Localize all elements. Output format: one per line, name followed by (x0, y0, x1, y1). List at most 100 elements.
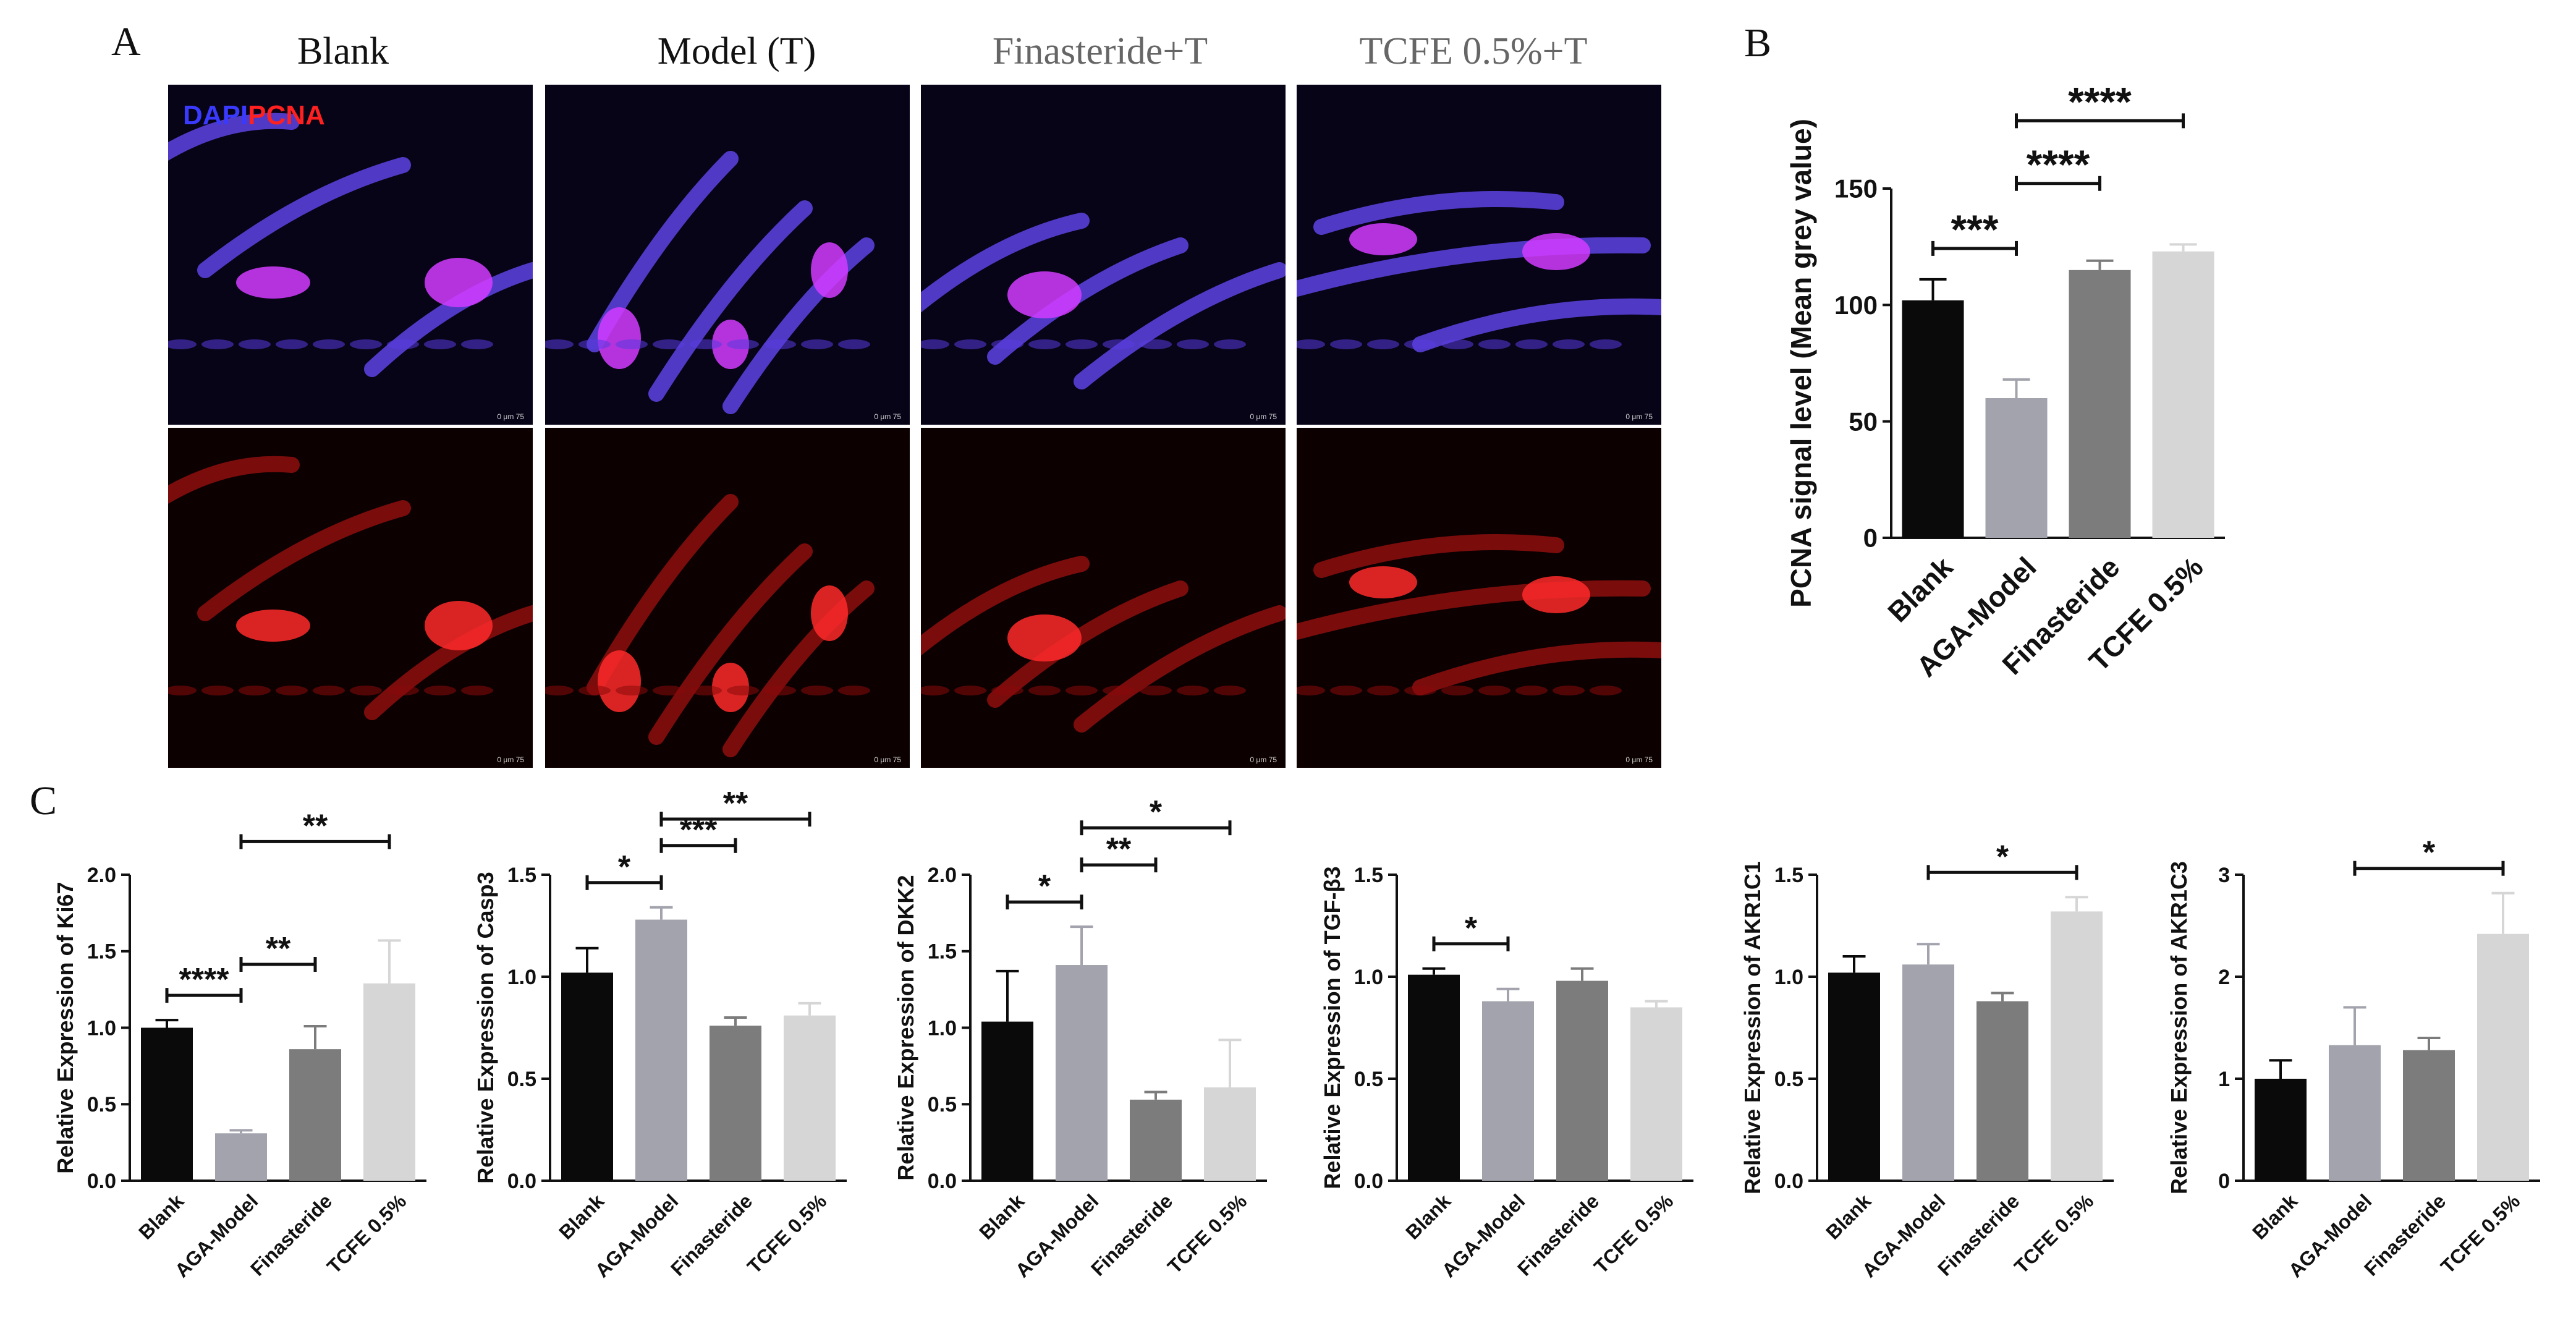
y-tick-label: 0.0 (928, 1170, 957, 1193)
y-tick-label: 2 (2218, 966, 2230, 989)
x-tick-label: Blank (1401, 1190, 1455, 1244)
bar-dkk2-2 (1056, 965, 1108, 1181)
significance-label: ** (1106, 831, 1132, 867)
pcna-micrograph-4: 0 μm 75 (1297, 428, 1661, 768)
y-tick-label: 0.5 (1774, 1068, 1803, 1091)
significance-label: ** (303, 808, 328, 844)
pcna-label: PCNA (248, 100, 325, 130)
significance-label: * (1038, 869, 1051, 904)
y-tick-label: 1.0 (507, 966, 536, 989)
bar-pcna-3 (2069, 270, 2131, 538)
x-tick-label: Blank (554, 1190, 608, 1244)
y-tick-label: 50 (1849, 407, 1878, 436)
merged-micrograph-1: 0 μm 75 (168, 85, 533, 425)
bar-akr1c3-3 (2403, 1050, 2455, 1181)
significance-label: * (2423, 835, 2436, 871)
y-tick-label: 1.0 (87, 1016, 116, 1040)
column-title-finasteride: Finasteride+T (992, 30, 1208, 72)
significance-label: * (1465, 911, 1478, 946)
y-tick-label: 1.5 (928, 940, 957, 964)
merged-micrograph-3: 0 μm 75 (921, 85, 1286, 425)
x-tick-label: Blank (134, 1190, 188, 1244)
column-title-blank: Blank (297, 30, 389, 72)
bar-akr1c3-1 (2255, 1079, 2307, 1181)
y-axis-label: Relative Expression of Ki67 (53, 882, 78, 1173)
y-tick-label: 0.0 (1774, 1170, 1803, 1193)
tgfb3-bar-chart: 0.0 0.5 1.0 1.5 Relative Expression of TGF-β… (1320, 864, 1693, 1282)
y-tick-label: 0.5 (928, 1093, 957, 1116)
bar-dkk2-3 (1130, 1099, 1182, 1181)
y-tick-label: 0.5 (507, 1068, 536, 1091)
bar-akr1c1-3 (1976, 1001, 2028, 1181)
y-tick-label: 1.5 (1774, 864, 1803, 887)
x-tick-label: Blank (975, 1190, 1028, 1244)
bar-akr1c1-2 (1902, 964, 1954, 1181)
scale-bar-label: 0 μm 75 (497, 755, 524, 764)
y-tick-label: 0.5 (87, 1093, 116, 1116)
y-tick-label: 150 (1834, 174, 1878, 203)
x-tick-label: TCFE 0.5% (1590, 1190, 1677, 1278)
bar-ki67-2 (215, 1133, 267, 1181)
pcna-micrograph-1: 0 μm 75 (168, 428, 533, 768)
y-tick-label: 1 (2218, 1068, 2230, 1091)
scale-bar-label: 0 μm 75 (874, 412, 901, 421)
scale-bar-label: 0 μm 75 (1625, 412, 1653, 421)
y-tick-label: 1.0 (928, 1016, 957, 1040)
x-tick-label: Blank (1881, 551, 1959, 629)
bar-pcna-4 (2152, 251, 2214, 538)
y-axis-label: Relative Expression of DKK2 (893, 875, 918, 1180)
y-tick-label: 3 (2218, 864, 2230, 887)
bar-tgfb3-3 (1556, 980, 1608, 1181)
bar-akr1c1-1 (1828, 972, 1880, 1181)
scale-bar-label: 0 μm 75 (1250, 412, 1277, 421)
x-tick-label: TCFE 0.5% (323, 1190, 410, 1278)
bar-ki67-3 (289, 1049, 341, 1181)
scale-bar-label: 0 μm 75 (874, 755, 901, 764)
significance-label: ** (266, 931, 291, 967)
panel-letter-c: C (30, 778, 57, 823)
significance-label: * (1996, 839, 2009, 875)
column-title-tcfe: TCFE 0.5%+T (1359, 30, 1588, 72)
bar-ki67-4 (363, 983, 415, 1181)
bar-ki67-1 (141, 1027, 193, 1181)
x-tick-label: Blank (2248, 1190, 2302, 1244)
y-tick-label: 0.0 (507, 1170, 536, 1193)
column-title-model: Model (T) (657, 30, 816, 72)
significance-label: * (1150, 794, 1163, 830)
y-tick-label: 0.0 (1354, 1170, 1383, 1193)
bar-tgfb3-4 (1630, 1007, 1682, 1181)
bar-pcna-1 (1902, 300, 1964, 538)
y-tick-label: 0 (2218, 1170, 2230, 1193)
merged-micrograph-2: 0 μm 75 (545, 85, 910, 425)
y-axis-label: PCNA signal level (Mean grey value) (1785, 119, 1817, 608)
merged-micrograph-4: 0 μm 75 (1297, 85, 1661, 425)
significance-label: *** (1951, 206, 1998, 252)
significance-label: ** (723, 786, 748, 822)
x-tick-label: TCFE 0.5% (1163, 1190, 1251, 1278)
panel-letter-b: B (1744, 20, 1772, 66)
y-axis-label: Relative Expression of TGF-β3 (1320, 866, 1345, 1189)
ki67-bar-chart: 0.0 0.5 1.0 1.5 2.0 Relative Expression of Ki… (53, 808, 426, 1282)
dkk2-bar-chart: 0.0 0.5 1.0 1.5 2.0 Relative Expression of DK… (893, 794, 1267, 1282)
bar-pcna-2 (1985, 398, 2048, 538)
y-tick-label: 0.0 (87, 1170, 116, 1193)
stain-legend: DAPIPCNA (183, 100, 325, 131)
akr1c1-bar-chart: 0.0 0.5 1.0 1.5 Relative Expression of AKR1C… (1740, 839, 2114, 1282)
y-tick-label: 0.5 (1354, 1068, 1383, 1091)
bar-akr1c3-2 (2329, 1045, 2381, 1181)
bar-akr1c1-4 (2051, 911, 2103, 1181)
y-tick-label: 100 (1834, 291, 1878, 320)
pcna-micrograph-2: 0 μm 75 (545, 428, 910, 768)
y-tick-label: 2.0 (928, 864, 957, 887)
y-tick-label: 1.5 (507, 864, 536, 887)
bar-akr1c3-4 (2477, 933, 2529, 1181)
y-tick-label: 1.0 (1354, 966, 1383, 989)
y-axis-label: Relative Expression of AKR1C3 (2166, 861, 2192, 1194)
significance-label: **** (2027, 142, 2090, 187)
x-tick-label: TCFE 0.5% (743, 1190, 831, 1278)
bar-dkk2-4 (1204, 1087, 1256, 1181)
y-axis-label: Relative Expression of AKR1C1 (1740, 861, 1765, 1194)
bar-casp3-3 (710, 1026, 761, 1181)
significance-label: **** (2068, 79, 2132, 124)
